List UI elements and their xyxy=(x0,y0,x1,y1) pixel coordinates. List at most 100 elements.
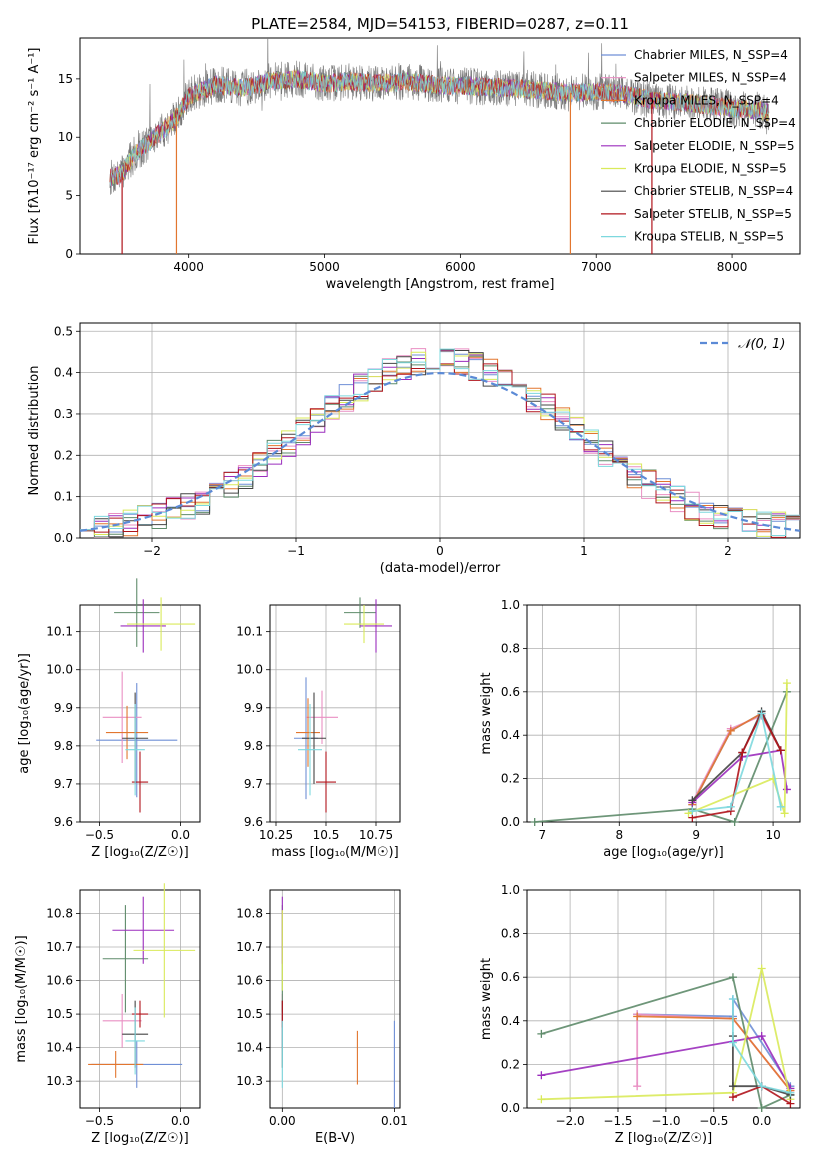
x-tick-label: 10.75 xyxy=(359,828,393,842)
y-tick-label: 9.8 xyxy=(54,739,73,753)
error-bar-point xyxy=(133,883,196,1018)
y-tick-label: 10.5 xyxy=(236,1007,263,1021)
weight-point-marker xyxy=(728,1082,737,1091)
y-tick-label: 10.8 xyxy=(236,906,263,920)
ticks: 0.00 0.01 10.3 10.4 10.5 10.6 10.7 10.8 xyxy=(236,906,407,1128)
residuals-panel: −2 −1 0 1 2 0.0 0.1 0.2 0.3 0.4 0.5 (data-model)/er… xyxy=(27,322,801,576)
weight-lines xyxy=(537,964,795,1112)
error-bars xyxy=(96,578,196,813)
plot-frame xyxy=(79,604,201,823)
weight-point-marker xyxy=(728,1038,737,1047)
model-spectrum-line xyxy=(109,70,770,186)
weight-point-marker xyxy=(633,1082,642,1091)
plot-frame xyxy=(269,604,401,823)
error-bar-point xyxy=(114,578,160,647)
y-tick-label: 9.7 xyxy=(54,777,73,791)
weight-point-marker xyxy=(786,1099,795,1108)
weight-point-marker xyxy=(537,1095,546,1104)
x-tick-label: 10.5 xyxy=(313,828,340,842)
x-axis-label: (data-model)/error xyxy=(380,561,501,576)
histogram-line xyxy=(80,348,800,536)
histograms xyxy=(80,348,800,538)
ticks: −2.0 −1.5 −1.0 −0.5 0.0 0.0 0.2 0.4 0.6 0.8 1.0 xyxy=(501,883,771,1128)
error-bar-point xyxy=(102,905,149,1013)
y-tick-label: 10.4 xyxy=(236,1041,263,1055)
plot-frame xyxy=(79,37,801,255)
y-tick-label: 0.5 xyxy=(54,324,73,338)
error-bar-point xyxy=(125,1007,145,1075)
y-axis-label: mass weight xyxy=(479,958,494,1040)
weight-series-line xyxy=(534,691,788,824)
x-tick-label: 7 xyxy=(539,828,547,842)
legend-label: Salpeter MILES, N_SSP=4 xyxy=(634,71,787,85)
error-bar-point xyxy=(96,683,178,798)
ticks: 4000 5000 6000 7000 8000 0 5 10 15 xyxy=(58,72,748,274)
ticks: −0.5 0.0 10.3 10.4 10.5 10.6 10.7 10.8 xyxy=(46,906,190,1128)
weight-point-marker xyxy=(738,748,747,757)
plot-frame xyxy=(79,322,801,539)
x-tick-label: 8 xyxy=(615,828,623,842)
weight-lines xyxy=(530,679,791,826)
y-tick-label: 10.4 xyxy=(46,1041,73,1055)
y-tick-label: 10.7 xyxy=(236,940,263,954)
y-tick-label: 10 xyxy=(58,130,73,144)
x-axis-label: wavelength [Angstrom, rest frame] xyxy=(326,277,555,292)
ticks: 7 8 9 10 0.0 0.2 0.4 0.6 0.8 1.0 xyxy=(501,598,781,842)
weight-vs-metallicity-panel: −2.0 −1.5 −1.0 −0.5 0.0 0.0 0.2 0.4 0.6 0.8 1.0 Z [… xyxy=(479,883,801,1146)
y-tick-label: 9.6 xyxy=(54,815,73,829)
legend-label: Kroupa ELODIE, N_SSP=5 xyxy=(634,162,787,176)
weight-point-marker xyxy=(757,1104,766,1112)
x-tick-label: −0.5 xyxy=(85,1114,114,1128)
ticks: −2 −1 0 1 2 0.0 0.1 0.2 0.3 0.4 0.5 xyxy=(54,324,732,558)
grid-lines xyxy=(270,890,400,1108)
x-axis-label: mass [log₁₀(M/M☉)] xyxy=(271,845,398,860)
x-tick-label: −1.0 xyxy=(651,1114,680,1128)
error-bar-point xyxy=(131,751,149,813)
x-tick-label: 0.0 xyxy=(171,828,190,842)
y-tick-label: 0.6 xyxy=(501,970,520,984)
weight-series-line xyxy=(692,710,782,812)
weight-point-marker xyxy=(530,818,539,826)
x-tick-label: 4000 xyxy=(173,260,204,274)
weight-series-line xyxy=(541,968,792,1101)
y-tick-label: 9.8 xyxy=(244,739,263,753)
y-tick-label: 0.4 xyxy=(501,728,520,742)
y-tick-label: 9.6 xyxy=(244,815,263,829)
weight-point-marker xyxy=(757,964,766,973)
weight-point-marker xyxy=(728,995,737,1003)
y-tick-label: 0.0 xyxy=(54,531,73,545)
weight-point-marker xyxy=(688,807,697,816)
x-tick-label: 7000 xyxy=(581,260,612,274)
y-tick-label: 10.7 xyxy=(46,940,73,954)
mass-vs-metallicity-panel: −0.5 0.0 10.3 10.4 10.5 10.6 10.7 10.8 Z [log₁₀(… xyxy=(14,883,201,1146)
x-tick-label: 0.00 xyxy=(269,1114,296,1128)
x-tick-label: 0.01 xyxy=(381,1114,408,1128)
error-bar-point xyxy=(316,751,336,813)
error-bar-point xyxy=(344,597,376,628)
y-tick-label: 0.2 xyxy=(54,448,73,462)
y-tick-label: 1.0 xyxy=(501,598,520,612)
legend: 𝒩(0, 1) xyxy=(700,337,785,352)
x-tick-label: 8000 xyxy=(717,260,748,274)
x-tick-label: 5000 xyxy=(309,260,340,274)
y-tick-label: 0.2 xyxy=(501,1057,520,1071)
legend-label: Chabrier STELIB, N_SSP=4 xyxy=(634,184,793,198)
error-bar-point xyxy=(344,605,384,644)
weight-point-marker xyxy=(782,679,791,688)
legend-label: Kroupa MILES, N_SSP=4 xyxy=(634,93,779,107)
x-tick-label: 0.0 xyxy=(752,1114,771,1128)
weight-point-marker xyxy=(633,1012,642,1021)
weight-series-line xyxy=(541,976,791,1110)
y-tick-label: 10.1 xyxy=(46,625,73,639)
y-tick-label: 10.3 xyxy=(236,1074,263,1088)
y-tick-label: 0.3 xyxy=(54,407,73,421)
y-tick-label: 10.6 xyxy=(46,974,73,988)
grid-lines xyxy=(527,889,800,1109)
weight-point-marker xyxy=(728,973,737,982)
grid-lines xyxy=(80,890,200,1108)
x-tick-label: 2 xyxy=(724,544,732,558)
y-axis-label: mass weight xyxy=(479,672,494,754)
plot-frame xyxy=(526,889,801,1109)
error-bar-point xyxy=(102,993,142,1048)
